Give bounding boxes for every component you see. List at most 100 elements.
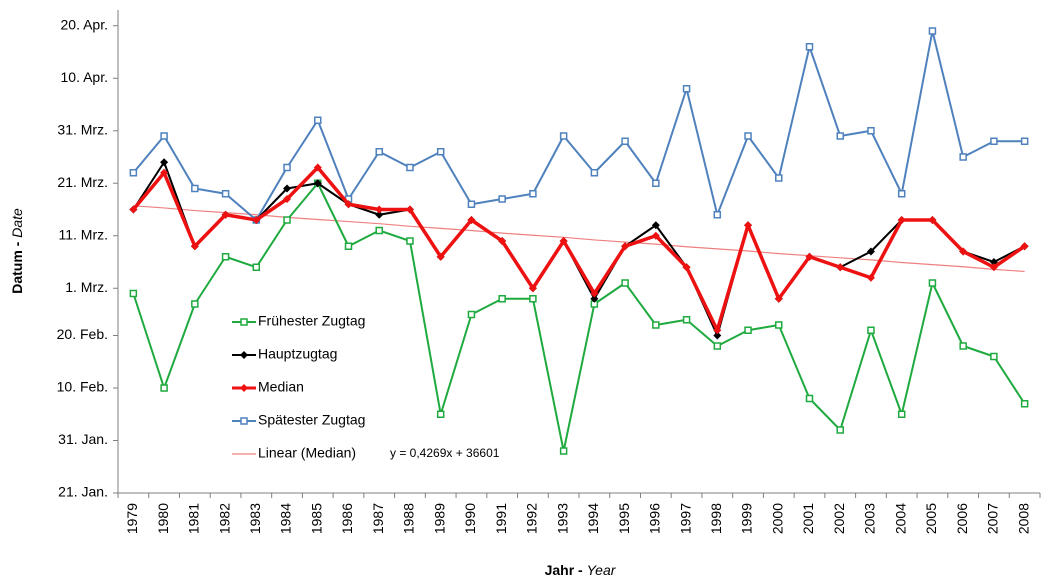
data-point <box>744 132 752 140</box>
y-axis-label: Datum - Date <box>9 208 25 294</box>
series-line <box>132 30 1025 221</box>
data-point <box>160 158 169 167</box>
x-tick-label: 1999 <box>739 503 755 534</box>
data-point <box>313 163 322 172</box>
data-point <box>928 279 937 287</box>
y-tick-label: 10. Feb. <box>57 379 108 395</box>
data-point <box>344 200 353 209</box>
data-point <box>621 137 629 145</box>
y-tick-label: 11. Mrz. <box>58 226 108 242</box>
data-point <box>959 342 967 350</box>
series <box>129 27 1029 224</box>
data-point <box>836 132 844 140</box>
data-point <box>375 205 384 214</box>
data-point <box>713 342 722 350</box>
series <box>133 205 1025 273</box>
data-point <box>375 226 383 235</box>
x-tick-label: 2002 <box>831 503 847 534</box>
data-point <box>314 116 322 124</box>
x-tick-label: 1981 <box>186 503 202 534</box>
legend-label: Linear (Median) <box>258 445 356 461</box>
y-tick-label: 21. Jan. <box>58 484 108 500</box>
data-point <box>436 410 445 418</box>
data-point <box>897 216 906 224</box>
x-tick-label: 1986 <box>339 503 355 534</box>
data-point <box>529 190 537 198</box>
data-point <box>467 310 476 319</box>
data-point <box>498 295 506 303</box>
data-point <box>283 216 291 224</box>
data-point <box>897 410 906 418</box>
data-point <box>467 200 476 208</box>
data-point <box>805 252 814 261</box>
data-point <box>867 127 875 135</box>
legend-label: Frühester Zugtag <box>258 313 365 329</box>
series <box>129 163 1029 335</box>
data-point <box>160 384 168 392</box>
data-point <box>928 27 937 35</box>
data-point <box>682 85 691 93</box>
data-point <box>129 289 138 298</box>
x-tick-label: 1990 <box>462 503 478 534</box>
y-tick-label: 20. Feb. <box>57 326 108 342</box>
data-point <box>283 163 291 172</box>
data-point <box>651 231 660 240</box>
data-point <box>989 263 998 272</box>
data-point <box>805 394 814 403</box>
data-point <box>959 247 968 256</box>
x-tick-label: 2001 <box>800 503 816 534</box>
data-point <box>866 247 875 256</box>
data-point <box>774 294 783 303</box>
x-label-en: Year <box>587 562 617 578</box>
x-tick-label: 1993 <box>554 503 570 534</box>
data-point <box>160 168 169 177</box>
data-point <box>436 252 445 261</box>
data-point <box>436 148 445 156</box>
x-tick-label: 1984 <box>278 503 294 534</box>
x-tick-label: 1997 <box>677 503 693 534</box>
data-point <box>928 216 937 224</box>
x-tick-label: 2003 <box>862 503 878 534</box>
data-point <box>836 263 845 272</box>
y-tick-label: 21. Mrz. <box>57 174 108 190</box>
x-label-de: Jahr - <box>545 562 583 578</box>
x-tick-label: 1996 <box>647 503 663 534</box>
data-point <box>252 263 261 271</box>
data-point <box>559 132 568 140</box>
data-point <box>1020 137 1029 145</box>
series-line <box>132 161 1026 337</box>
data-point <box>529 295 537 303</box>
y-tick-label: 10. Apr. <box>61 69 108 85</box>
y-tick-label: 20. Apr. <box>61 16 108 32</box>
data-point <box>652 179 660 187</box>
data-point <box>191 184 199 193</box>
data-point <box>990 352 998 361</box>
data-point <box>959 153 967 161</box>
data-point <box>190 242 199 251</box>
data-point <box>405 205 414 214</box>
data-point <box>867 326 875 334</box>
data-point <box>590 169 599 177</box>
x-tick-label: 2004 <box>892 503 908 534</box>
data-point <box>221 210 230 219</box>
data-point <box>805 43 814 51</box>
x-tick-label: 1992 <box>524 503 540 534</box>
data-point <box>528 284 537 293</box>
x-tick-label: 1991 <box>493 503 509 534</box>
data-point <box>590 294 599 303</box>
y-label-en: Date <box>9 208 25 238</box>
data-point <box>467 216 476 224</box>
data-point <box>559 447 568 455</box>
x-tick-label: 2006 <box>954 503 970 534</box>
data-point <box>775 174 783 182</box>
data-point <box>621 242 630 251</box>
x-tick-label: 2008 <box>1015 503 1031 534</box>
legend-label: Hauptzugtag <box>258 346 337 362</box>
y-tick-label: 1. Mrz. <box>65 279 108 295</box>
legend-marker <box>240 351 248 359</box>
data-point <box>129 205 138 214</box>
data-point <box>313 179 322 188</box>
y-label-de: Datum - <box>9 241 25 293</box>
data-point <box>498 195 506 203</box>
